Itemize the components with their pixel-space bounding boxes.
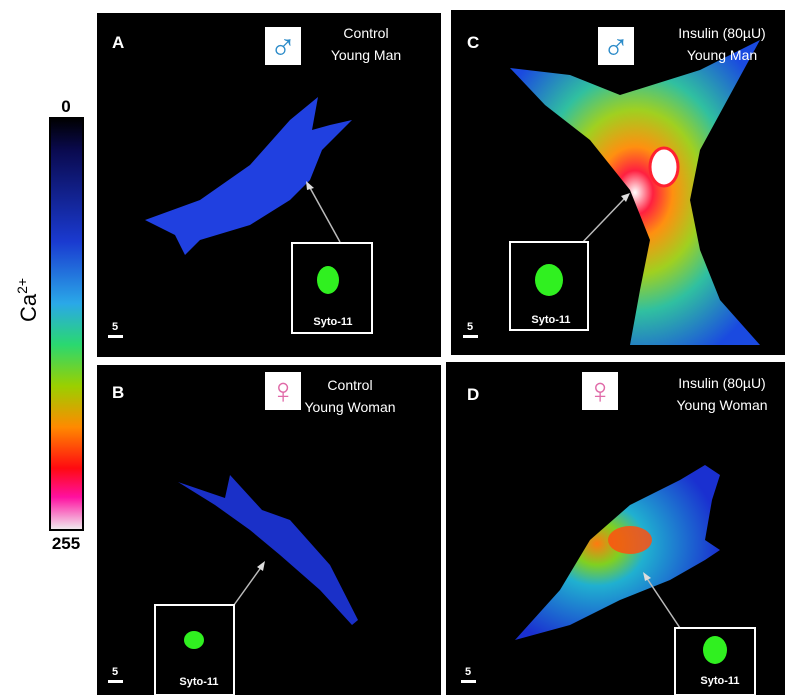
caption: Young Man bbox=[331, 47, 401, 63]
panel-label: D bbox=[467, 385, 479, 404]
scale-label: 5 bbox=[465, 666, 471, 678]
caption: Young Woman bbox=[676, 397, 767, 413]
figure: 0 255 Ca2+ Syto-11 A ♂ Control Young Man… bbox=[0, 0, 785, 695]
sex-symbol: ♂ bbox=[603, 25, 630, 66]
caption: Young Man bbox=[687, 47, 757, 63]
inset-label: Syto-11 bbox=[179, 676, 218, 688]
ca-sup: 2+ bbox=[14, 278, 30, 294]
colorbar-title: Ca2+ bbox=[14, 278, 41, 322]
panel-b: Syto-11 B ♀ Control Young Woman 5 bbox=[97, 365, 441, 695]
caption: Insulin (80µU) bbox=[678, 375, 765, 391]
inset-label: Syto-11 bbox=[313, 316, 352, 328]
inset-label: Syto-11 bbox=[531, 314, 570, 326]
panel-a: Syto-11 A ♂ Control Young Man 5 bbox=[97, 13, 441, 357]
caption: Control bbox=[327, 377, 372, 393]
colorbar bbox=[50, 118, 83, 530]
shape bbox=[317, 266, 339, 294]
shape bbox=[184, 631, 204, 649]
ca: Ca bbox=[16, 293, 41, 322]
panel-d: Syto-11 D ♀ Insulin (80µU) Young Woman 5 bbox=[446, 362, 785, 695]
sex-symbol: ♀ bbox=[587, 370, 614, 411]
inset-label: Syto-11 bbox=[700, 675, 739, 687]
shape bbox=[108, 335, 123, 338]
panel-c: Syto-11 C ♂ Insulin (80µU) Young Man 5 bbox=[451, 10, 785, 355]
shape bbox=[703, 636, 727, 664]
scale-label: 5 bbox=[467, 321, 473, 333]
shape bbox=[461, 680, 476, 683]
scale-label: 5 bbox=[112, 321, 118, 333]
panel-label: A bbox=[112, 33, 124, 52]
shape bbox=[608, 526, 652, 554]
sex-symbol: ♀ bbox=[270, 370, 297, 411]
shape bbox=[463, 335, 478, 338]
panel-label: B bbox=[112, 383, 124, 402]
panel-label: C bbox=[467, 33, 479, 52]
shape bbox=[108, 680, 123, 683]
caption: Control bbox=[343, 25, 388, 41]
sex-symbol: ♂ bbox=[270, 25, 297, 66]
scale-label: 5 bbox=[112, 666, 118, 678]
shape bbox=[535, 264, 563, 296]
colorbar-min: 0 bbox=[61, 97, 70, 116]
caption: Insulin (80µU) bbox=[678, 25, 765, 41]
colorbar-max: 255 bbox=[52, 534, 80, 553]
caption: Young Woman bbox=[304, 399, 395, 415]
shape bbox=[650, 148, 678, 186]
